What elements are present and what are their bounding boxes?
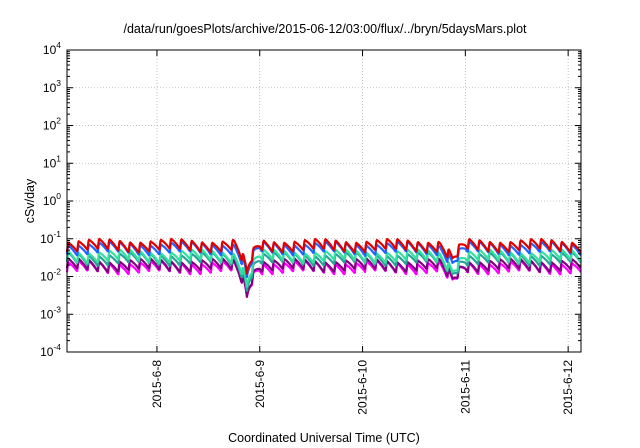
series-line: [65, 257, 582, 298]
y-tick-label: 102: [43, 116, 61, 133]
x-tick-label: 2015-6-8: [150, 360, 164, 408]
series-line: [65, 237, 582, 275]
y-tick-label: 104: [43, 40, 61, 57]
y-tick-label: 10-3: [40, 304, 61, 321]
grid-lines: [67, 50, 581, 352]
axis-ticks: 10-4 10-3 10-2 10-1 100 101 102 103 104 2015-6-8 2…: [40, 40, 581, 415]
x-tick-label: 2015-6-10: [356, 360, 370, 415]
y-tick-label: 10-4: [40, 342, 61, 359]
series-line: [65, 248, 582, 288]
chart-title: /data/run/goesPlots/archive/2015-06-12/0…: [123, 22, 527, 36]
x-axis-label: Coordinated Universal Time (UTC): [228, 431, 420, 445]
y-tick-label: 10-1: [40, 229, 61, 246]
x-tick-label: 2015-6-9: [253, 360, 267, 408]
x-tick-label: 2015-6-11: [458, 360, 472, 414]
y-axis-label: cSv/day: [23, 178, 37, 223]
plot-frame: [66, 49, 582, 353]
y-tick-label: 103: [43, 78, 61, 95]
data-series: [65, 237, 582, 299]
x-tick-label: 2015-6-12: [561, 360, 575, 415]
y-tick-label: 101: [43, 153, 61, 170]
y-tick-label: 10-2: [40, 267, 61, 284]
y-tick-label: 100: [43, 191, 61, 208]
